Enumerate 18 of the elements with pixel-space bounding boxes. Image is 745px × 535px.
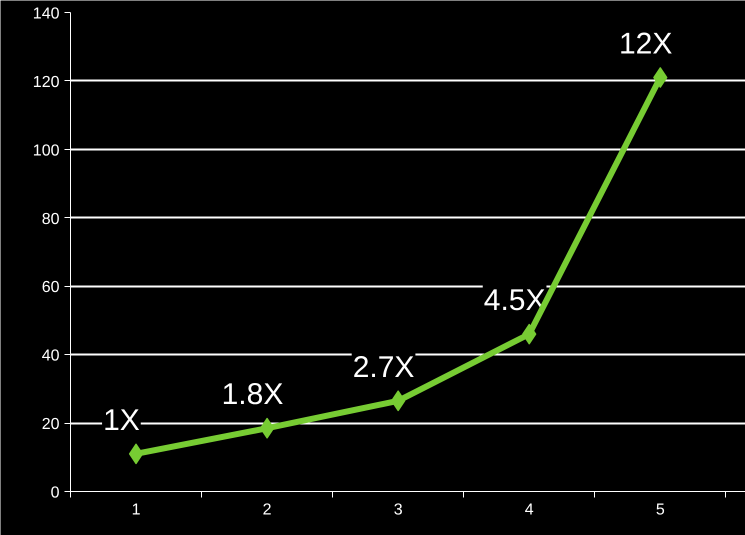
y-tick-label: 80 bbox=[42, 210, 60, 228]
y-tick-label: 20 bbox=[42, 416, 60, 434]
annotation: 12X bbox=[618, 28, 672, 61]
y-tick-label: 140 bbox=[32, 6, 60, 22]
annotation: 4.5X bbox=[484, 284, 546, 318]
x-tick-label: 5 bbox=[656, 502, 665, 518]
x-tick-label: 1 bbox=[132, 502, 141, 518]
annotation: 1X bbox=[103, 404, 140, 437]
y-tick-label: 120 bbox=[32, 74, 60, 91]
x-tick-label: 3 bbox=[394, 502, 403, 518]
x-tick-label: 2 bbox=[262, 502, 272, 518]
y-tick-label: 0 bbox=[50, 484, 60, 502]
x-tick-label: 4 bbox=[524, 502, 534, 518]
y-tick-label: 40 bbox=[42, 348, 60, 365]
y-tick-label: 100 bbox=[32, 142, 60, 160]
annotation: 1.8X bbox=[222, 378, 284, 412]
annotation: 2.7X bbox=[352, 350, 414, 384]
y-tick-label: 60 bbox=[42, 279, 60, 296]
